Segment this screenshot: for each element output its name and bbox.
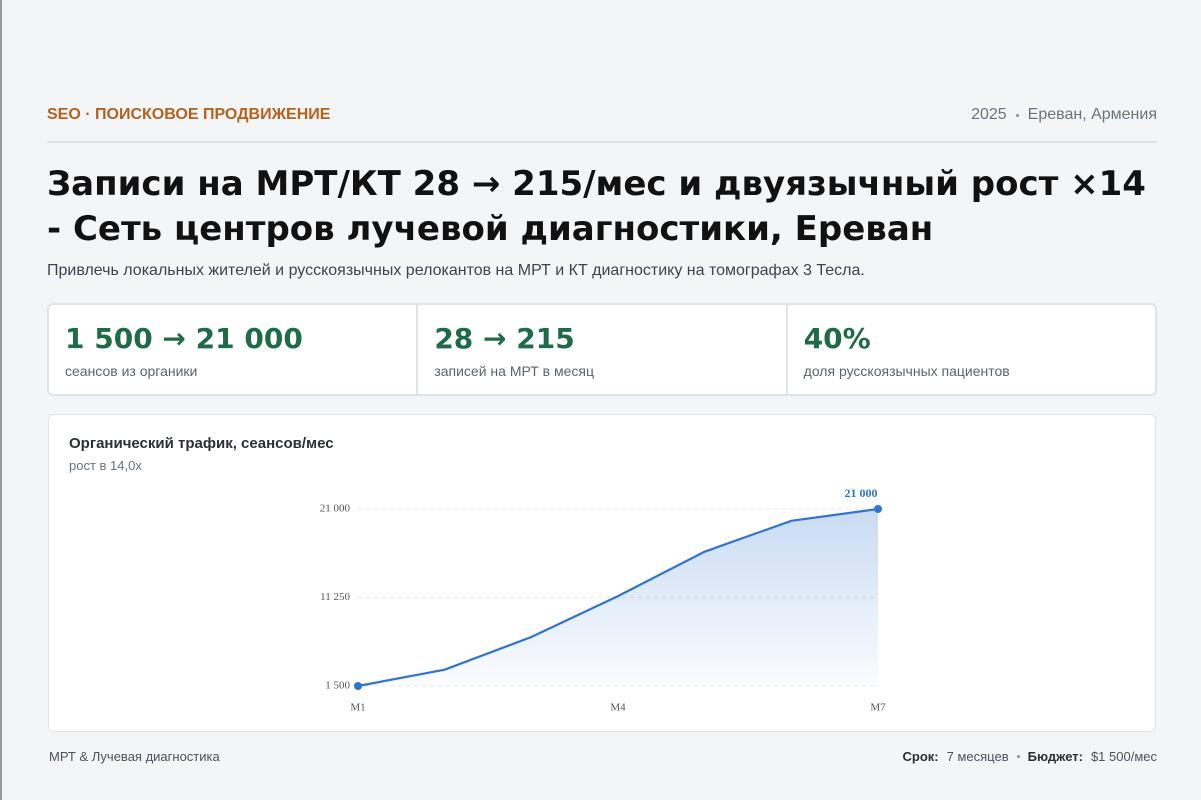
footer-right: Срок: 7 месяцев Бюджет: $1 500/мес <box>903 749 1157 764</box>
line <box>357 507 879 688</box>
area <box>358 509 878 686</box>
tag: SEO · ПОИСКОВОЕ ПРОДВИЖЕНИЕ <box>47 106 331 123</box>
budget: $1 500/мес <box>1090 749 1157 764</box>
budget-label: Бюджет: <box>1027 749 1083 764</box>
stats: 1 500 → 21 000 сеансов из органики 28 → 2… <box>47 303 1157 396</box>
chart-card: Органический трафик, сеансов/мес рост в … <box>48 414 1156 732</box>
stat-label: доля русскоязычных пациентов <box>803 363 1010 379</box>
stat-label: записей на МРТ в месяц <box>434 363 594 379</box>
x-tick-label: M7 <box>870 702 886 714</box>
description: Привлечь локальных жителей и русскоязычн… <box>47 262 865 279</box>
location: Ереван, Армения <box>1027 106 1157 123</box>
y-tick-label: 11 250 <box>320 591 350 603</box>
year: 2025 <box>971 106 1007 123</box>
point <box>874 505 882 513</box>
stat-value: 40% <box>803 322 871 355</box>
stat: 1 500 → 21 000 сеансов из органики <box>49 305 419 394</box>
term-label: Срок: <box>902 749 939 764</box>
separator <box>1016 755 1020 758</box>
stat: 28 → 215 записей на МРТ в месяц <box>418 305 788 394</box>
footer-left: МРТ & Лучевая диагностика <box>49 749 220 764</box>
chart-subtitle: рост в 14,0x <box>69 458 142 473</box>
stat-value: 1 500 → 21 000 <box>65 322 303 355</box>
stat-label: сеансов из органики <box>65 363 198 379</box>
value-label: 21 000 <box>845 486 878 500</box>
stat: 40% доля русскоязычных пациентов <box>788 305 1155 394</box>
y-tick-label: 21 000 <box>320 503 351 515</box>
term: 7 месяцев <box>946 749 1009 764</box>
chart: 1 500 11 250 21 000 M1 M4 M7 21 000 <box>320 486 886 714</box>
title: Записи на МРТ/КТ 28 → 215/мес и двуязычн… <box>47 164 1146 249</box>
y-tick-label: 1 500 <box>325 680 350 692</box>
stat-value: 28 → 215 <box>434 322 575 355</box>
chart-title: Органический трафик, сеансов/мес <box>69 435 334 452</box>
x-tick-label: M1 <box>350 702 365 714</box>
meta: 2025 Ереван, Армения <box>971 106 1157 124</box>
point <box>354 682 362 690</box>
header: SEO · ПОИСКОВОЕ ПРОДВИЖЕНИЕ 2025 Ереван, … <box>47 104 1157 143</box>
separator <box>1015 113 1019 117</box>
x-tick-label: M4 <box>610 702 626 714</box>
